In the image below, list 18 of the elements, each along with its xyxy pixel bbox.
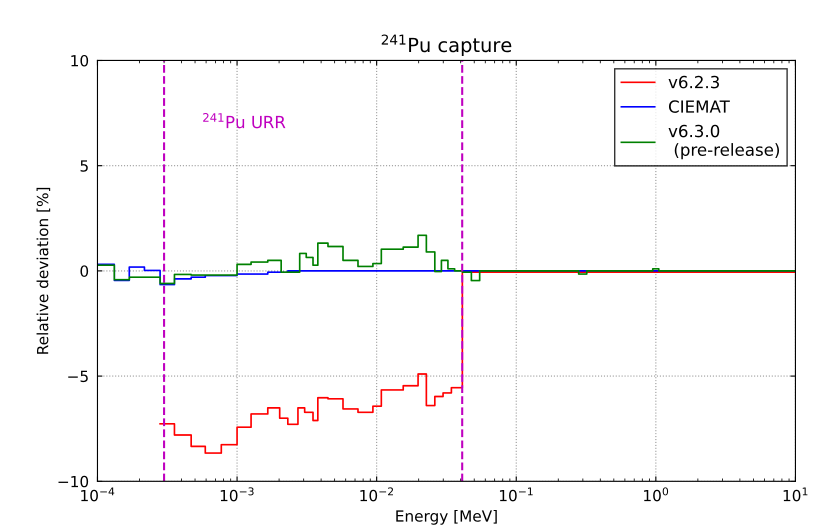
y-tick-label: −5: [68, 370, 88, 382]
y-tick-label: −10: [58, 476, 88, 488]
legend-label: v6.2.3: [668, 76, 719, 88]
y-tick-label: 0: [80, 265, 88, 277]
y-tick-label: 10: [71, 54, 88, 67]
x-tick-label: 10$^{−1}$: [500, 487, 533, 502]
annotation: $^{241}$Pu URR: [203, 113, 286, 128]
chart-title: $^{241}$Pu capture: [382, 34, 512, 56]
y-tick-label: 5: [80, 160, 88, 172]
x-axis-title: Energy [MeV]: [396, 510, 497, 525]
x-tick-label: 10$^{−2}$: [360, 487, 393, 502]
x-tick-label: 10$^{0}$: [644, 487, 668, 502]
x-tick-label: 10$^{−4}$: [81, 487, 114, 502]
x-tick-label: 10$^{−3}$: [220, 487, 254, 502]
legend-label: v6.3.0 (pre-release): [668, 124, 780, 160]
y-axis-title: Relative deviation [%]: [36, 188, 50, 354]
legend-label: CIEMAT: [668, 100, 730, 113]
x-tick-label: 10$^{1}$: [784, 487, 808, 502]
